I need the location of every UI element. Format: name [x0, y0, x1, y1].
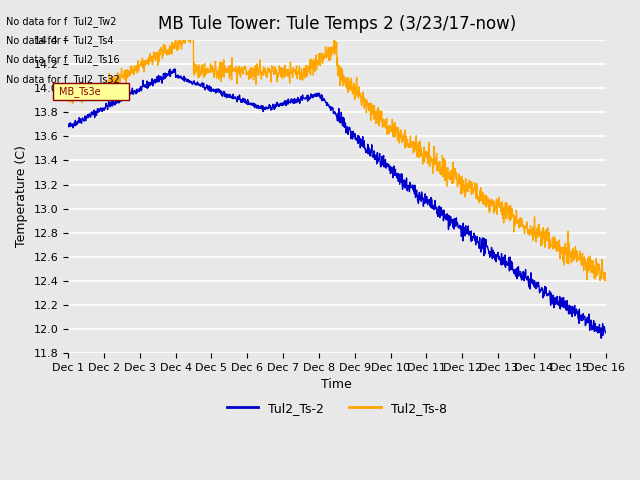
Tul2_Ts-8 — [188, 27, 196, 33]
Tul2_Ts-2 — [106, 102, 113, 108]
Text: MB_Ts3e: MB_Ts3e — [59, 85, 100, 96]
Tul2_Ts-2 — [602, 330, 609, 336]
Legend: Tul2_Ts-2, Tul2_Ts-8: Tul2_Ts-2, Tul2_Ts-8 — [222, 397, 451, 420]
Tul2_Ts-2 — [597, 336, 605, 341]
Tul2_Ts-8 — [314, 62, 321, 68]
Text: No data for f  Tul2_Tw2: No data for f Tul2_Tw2 — [6, 16, 117, 27]
Line: Tul2_Ts-8: Tul2_Ts-8 — [68, 30, 605, 281]
Line: Tul2_Ts-2: Tul2_Ts-2 — [68, 69, 605, 338]
Text: No data for f  Tul2_Ts32: No data for f Tul2_Ts32 — [6, 73, 120, 84]
Tul2_Ts-8 — [304, 69, 312, 74]
Text: No data for f  Tul2_Ts16: No data for f Tul2_Ts16 — [6, 54, 120, 65]
Tul2_Ts-2 — [171, 66, 179, 72]
Tul2_Ts-2 — [292, 97, 300, 103]
Tul2_Ts-2 — [371, 148, 378, 154]
Tul2_Ts-2 — [64, 123, 72, 129]
Tul2_Ts-2 — [314, 92, 321, 98]
Tul2_Ts-8 — [371, 103, 378, 108]
Tul2_Ts-8 — [64, 96, 72, 101]
Tul2_Ts-2 — [304, 98, 312, 104]
X-axis label: Time: Time — [321, 378, 352, 391]
Text: No data for f  Tul2_Ts4: No data for f Tul2_Ts4 — [6, 35, 114, 46]
Tul2_Ts-8 — [106, 81, 113, 86]
Tul2_Ts-8 — [601, 278, 609, 284]
Y-axis label: Temperature (C): Temperature (C) — [15, 145, 28, 248]
Tul2_Ts-8 — [128, 63, 136, 69]
Tul2_Ts-8 — [602, 273, 609, 278]
Tul2_Ts-2 — [128, 88, 136, 94]
Title: MB Tule Tower: Tule Temps 2 (3/23/17-now): MB Tule Tower: Tule Temps 2 (3/23/17-now… — [157, 15, 516, 33]
Tul2_Ts-8 — [292, 63, 300, 69]
